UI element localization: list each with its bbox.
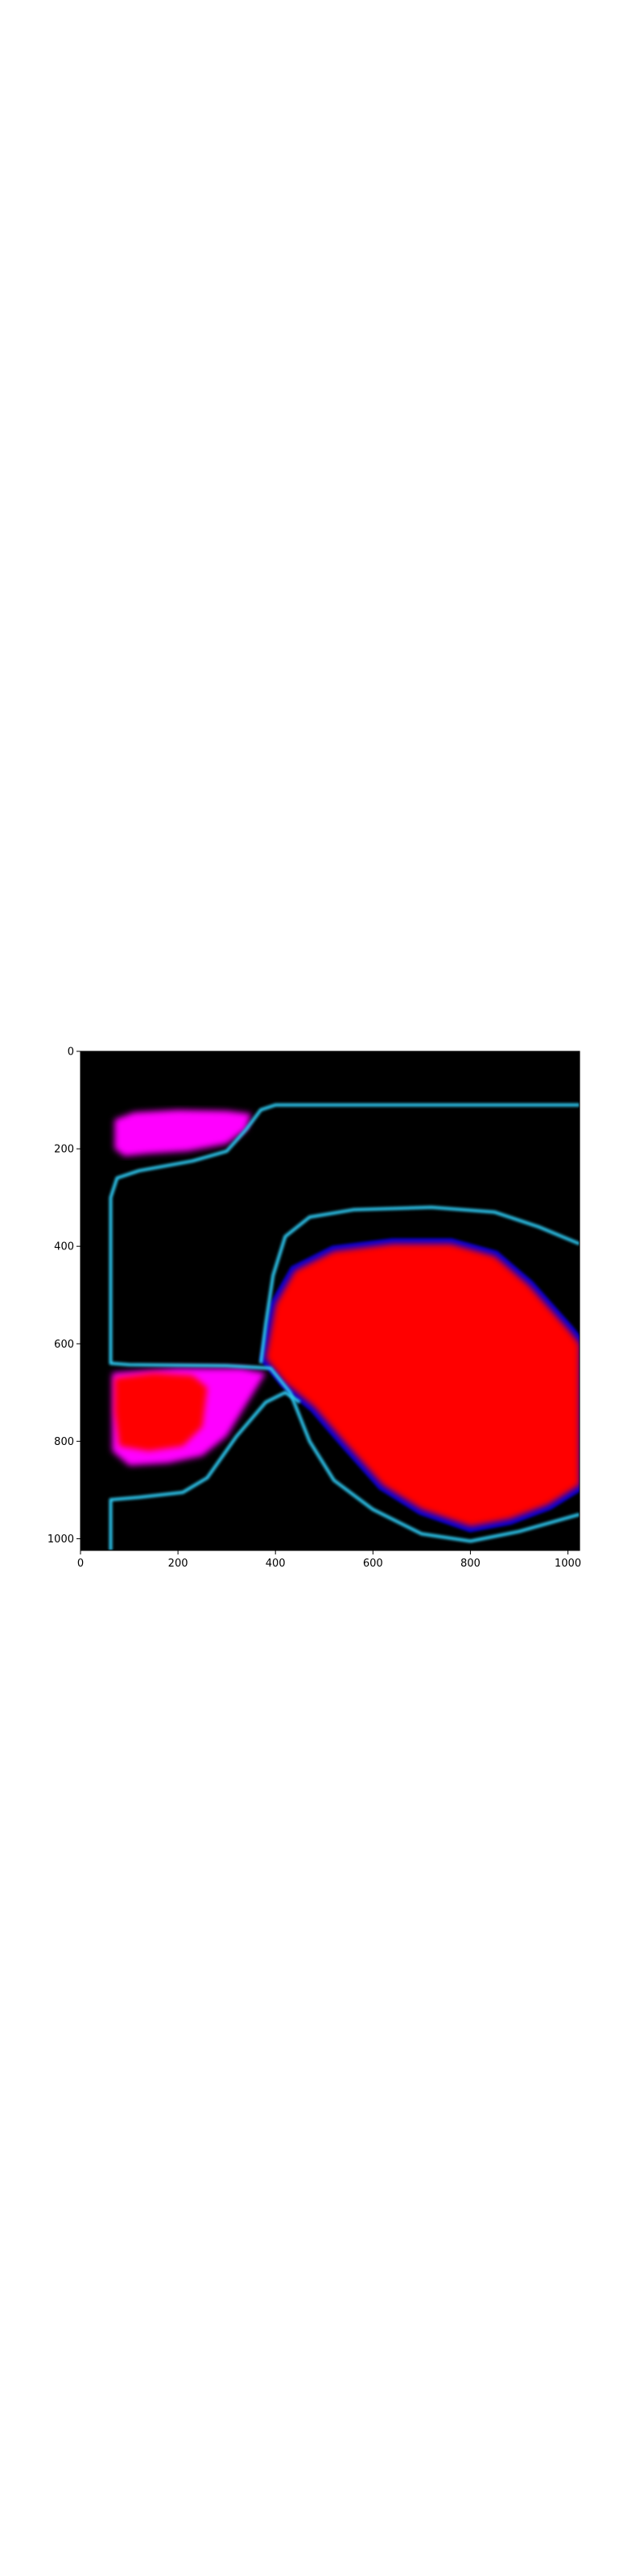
x-tick-label: 600	[363, 1558, 383, 1570]
boundary-bottom-left-wall	[109, 1390, 301, 1550]
heatmap-region-lower-left-red-blob	[114, 1373, 208, 1451]
heatmap-region-top-left-magenta-blob	[114, 1109, 251, 1157]
boundary-upper-channel-wall	[109, 1103, 580, 1543]
heatmap-plot-area	[80, 1051, 580, 1551]
axes-frame	[80, 1051, 580, 1551]
y-tick-label: 600	[54, 1339, 74, 1351]
boundary-lower-channel-wall	[259, 1205, 580, 1364]
x-tick-label: 400	[266, 1558, 286, 1570]
y-tick-label: 0	[68, 1046, 74, 1059]
x-tick-label: 200	[168, 1558, 188, 1570]
x-tick-label: 1000	[555, 1558, 581, 1570]
y-tick-label: 200	[54, 1144, 74, 1156]
y-tick-label: 1000	[47, 1534, 74, 1546]
heatmap-regions	[112, 1109, 580, 1533]
y-axis: 0 200 400 600 800 1000	[47, 1046, 80, 1546]
x-axis: 0 200 400 600 800 1000	[77, 1550, 581, 1570]
heatmap-region-main-red-region	[266, 1244, 580, 1527]
heatmap-boundaries	[109, 1103, 580, 1550]
y-tick-label: 400	[54, 1241, 74, 1253]
x-tick-label: 0	[77, 1558, 84, 1570]
x-tick-label: 800	[460, 1558, 481, 1570]
y-tick-label: 800	[54, 1436, 74, 1448]
